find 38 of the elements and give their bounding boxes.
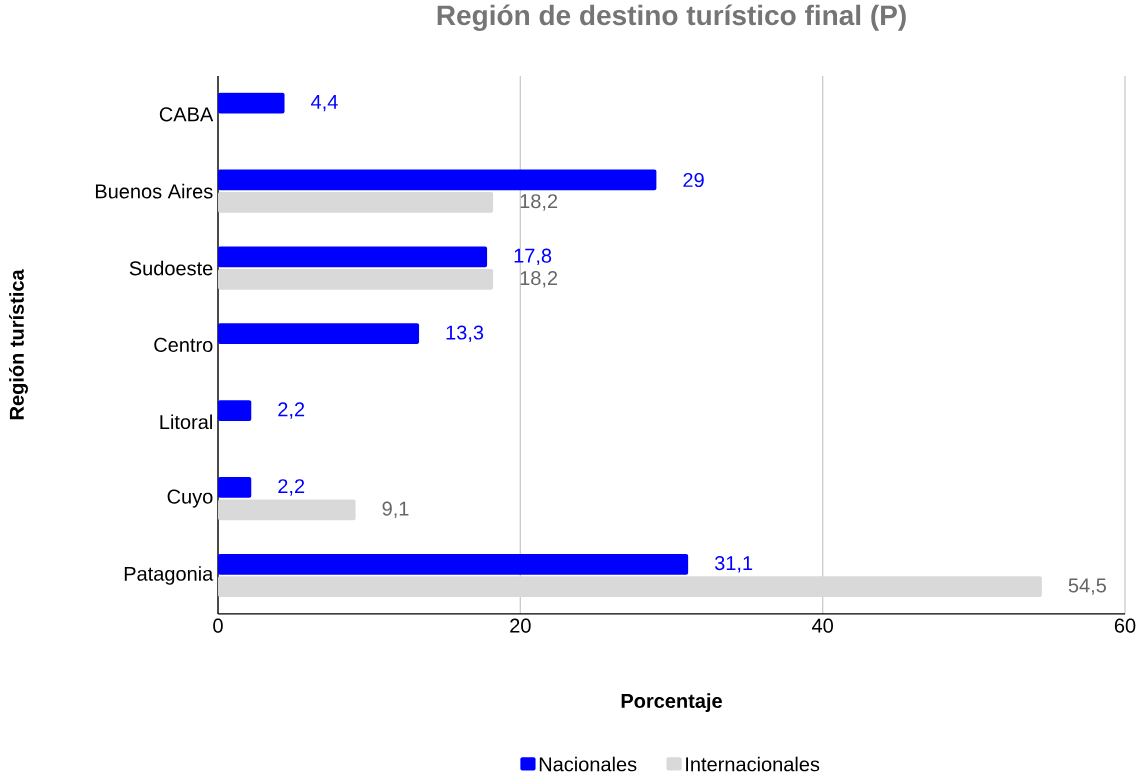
x-tick-label: 20	[510, 618, 531, 634]
bar	[218, 576, 1042, 598]
y-tick-label: Patagonia	[124, 566, 214, 586]
bar	[218, 192, 494, 214]
chart-title: Región de destino turístico final (P)	[437, 4, 906, 32]
x-axis-title: Porcentaje	[621, 693, 722, 713]
legend-label: Internacionales	[686, 756, 820, 772]
bar	[218, 93, 285, 114]
y-tick-label: CABA	[159, 107, 214, 122]
data-label: 4,4	[311, 95, 338, 112]
x-tick-label: 60	[1114, 618, 1136, 634]
legend-label: Nacionales	[539, 756, 637, 772]
bar	[218, 400, 252, 422]
data-label: 31,1	[714, 556, 753, 573]
data-label: 13,3	[446, 325, 484, 343]
data-label: 2,2	[278, 402, 305, 420]
data-label: 9,1	[382, 501, 409, 519]
x-tick-label: 40	[812, 618, 833, 634]
bar	[218, 554, 689, 575]
y-tick-label: Centro	[154, 338, 213, 353]
data-label: 18,2	[520, 194, 558, 211]
bar	[218, 323, 420, 345]
bar	[218, 477, 252, 499]
bar	[218, 269, 494, 290]
y-axis-title: Región turística	[9, 269, 28, 420]
bar	[218, 499, 356, 521]
bar	[218, 169, 657, 191]
bar	[218, 246, 488, 268]
data-label: 54,5	[1068, 578, 1106, 596]
data-label: 18,2	[520, 271, 558, 288]
y-tick-label: Buenos Aires	[95, 184, 213, 199]
y-tick-label: Cuyo	[167, 489, 213, 508]
data-label: 2,2	[278, 479, 305, 496]
y-tick-label: Litoral	[160, 414, 212, 430]
data-label: 17,8	[514, 248, 552, 266]
y-tick-label: Sudoeste	[129, 260, 213, 276]
data-label: 29	[683, 173, 704, 188]
x-tick-label: 0	[213, 618, 223, 634]
